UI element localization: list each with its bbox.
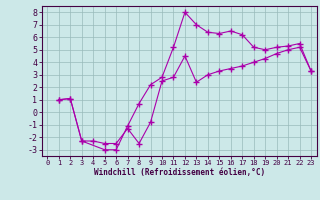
X-axis label: Windchill (Refroidissement éolien,°C): Windchill (Refroidissement éolien,°C) xyxy=(94,168,265,177)
